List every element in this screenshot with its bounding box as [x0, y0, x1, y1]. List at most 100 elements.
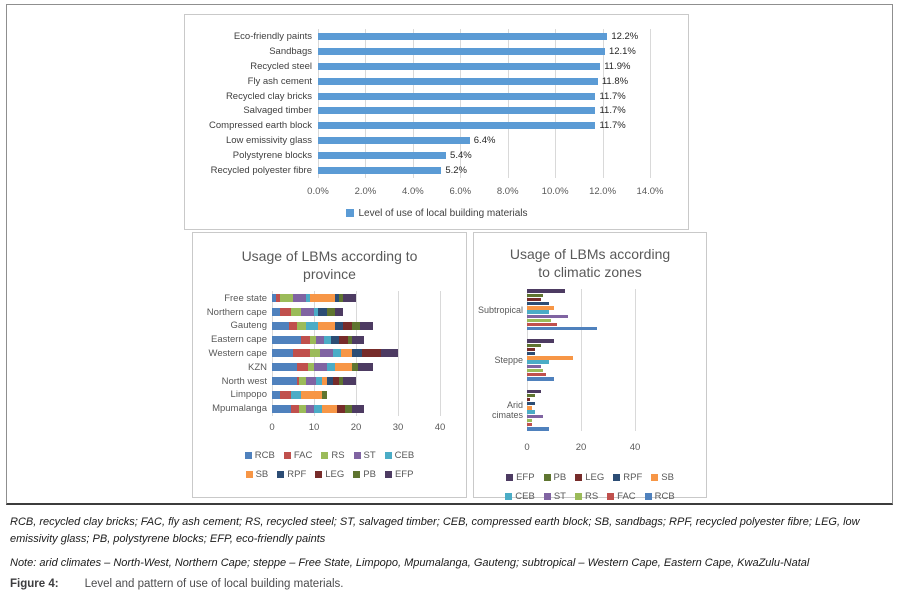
- bar-SB: [527, 306, 554, 310]
- bar-PB: [527, 293, 544, 297]
- legend-swatch: [613, 473, 621, 481]
- legend-swatch: [345, 209, 354, 218]
- legend-label: EFP: [516, 471, 535, 483]
- bar-PB: [527, 343, 541, 348]
- bar-segment-CEB: [316, 377, 323, 386]
- category-label: Polystyrene blocks: [232, 150, 312, 162]
- bar-segment-FAC: [301, 335, 310, 344]
- bar-LEG: [527, 397, 530, 402]
- legend-swatch: [384, 470, 392, 478]
- x-axis: 0 20 40: [474, 440, 706, 454]
- climate-chart: Subtropical Steppe Arid cimates 0 20 40 EFP PB L…: [474, 289, 706, 502]
- bar-CEB: [527, 310, 549, 314]
- legend-row: SB RPF LEG PB EFP: [245, 469, 413, 480]
- legend-item-RCB: RCB: [644, 490, 675, 502]
- bar-segment-CEB: [313, 308, 319, 317]
- legend-swatch: [283, 451, 291, 459]
- bar-segment-CEB: [313, 404, 323, 413]
- legend-item-PB: PB: [543, 472, 566, 483]
- gridline: [507, 29, 509, 178]
- bar-segment-FAC: [297, 377, 300, 386]
- bar-row: Recycled polyester fibre 5.2%: [185, 163, 688, 178]
- legend-item-LEG: LEG: [575, 472, 604, 483]
- legend-label: RPF: [623, 471, 643, 483]
- category-label: Gauteng: [230, 320, 267, 332]
- legend-swatch: [506, 473, 514, 481]
- bar-segment-ST: [320, 349, 333, 358]
- level-of-use-chart-panel: Eco-friendly paints 12.2% Sandbags 12.1% Rec…: [184, 14, 689, 230]
- bar-segment-PB: [339, 294, 344, 303]
- legend-swatch: [353, 451, 361, 459]
- bar-LEG: [527, 297, 541, 302]
- bar-segment-LEG: [362, 349, 382, 358]
- stacked-bar: [272, 335, 365, 344]
- axis-tick-label: 6.0%: [449, 185, 472, 197]
- bar-row: KZN: [193, 360, 466, 374]
- bar-track: 11.7%: [318, 105, 688, 116]
- bar-segment-RS: [309, 335, 317, 344]
- legend-item-CEB: CEB: [384, 450, 414, 461]
- x-axis: 0.0% 2.0% 4.0% 6.0% 8.0% 10.0% 12.0% 14.0%: [185, 184, 688, 198]
- axis-tick-label: 12.0%: [589, 185, 617, 197]
- gridline: [602, 29, 604, 178]
- bar-EFP: [527, 339, 554, 343]
- value-label: 11.9%: [604, 60, 631, 72]
- bar-segment-EFP: [351, 404, 365, 413]
- bar-ST: [527, 364, 541, 368]
- value-label: 11.7%: [599, 120, 626, 132]
- bar: [318, 137, 470, 145]
- bar-segment-CEB: [305, 321, 319, 330]
- bar-segment-ST: [292, 294, 306, 303]
- bar-RPF: [527, 352, 536, 356]
- stacked-bar: [272, 363, 373, 372]
- bar-track: 11.7%: [318, 91, 688, 102]
- bar-CEB: [527, 360, 549, 364]
- gridline: [460, 29, 462, 178]
- legend-label: SB: [661, 471, 674, 483]
- category-label: Limpopo: [230, 389, 267, 401]
- bar-segment-SB: [301, 390, 323, 399]
- bar-segment-RCB: [272, 349, 293, 358]
- legend-swatch: [321, 451, 329, 459]
- category-label: Northern cape: [206, 306, 267, 318]
- caption-abbreviations: RCB, recycled clay bricks; FAC, fly ash …: [10, 516, 860, 546]
- bar-segment-RCB: [272, 294, 277, 303]
- bar-RPF: [527, 402, 536, 406]
- bar-row: Salvaged timber 11.7%: [185, 103, 688, 118]
- category-label: Free state: [224, 292, 267, 304]
- bar-segment-EFP: [334, 308, 344, 317]
- bar-segment-FAC: [297, 363, 308, 372]
- bar-FAC: [527, 372, 546, 377]
- stacked-bar: [272, 390, 327, 399]
- bar-FAC: [527, 322, 557, 327]
- bar-ST: [527, 414, 544, 419]
- category-label: Eastern cape: [211, 334, 267, 346]
- bar-segment-RS: [299, 377, 306, 386]
- category-label: Mpumalanga: [212, 403, 267, 415]
- legend-item-RS: RS: [574, 491, 598, 502]
- bar-group: Arid cimates: [474, 389, 706, 431]
- bar: [318, 47, 605, 55]
- legend-label: CEB: [515, 490, 535, 502]
- bar-row: Eastern cape: [193, 333, 466, 347]
- gridline: [398, 291, 399, 416]
- legend-item-LEG: LEG: [315, 469, 344, 480]
- bar-SB: [527, 356, 573, 360]
- bar-segment-RS: [297, 321, 306, 330]
- bar-PB: [527, 393, 536, 398]
- legend-label: RCB: [654, 490, 675, 502]
- axis-tick-label: 10.0%: [541, 185, 569, 197]
- legend-swatch: [277, 470, 285, 478]
- legend-label: FAC: [617, 490, 636, 502]
- legend-label: LEG: [325, 468, 345, 480]
- legend-row: EFP PB LEG RPF SB: [506, 472, 674, 483]
- gridline: [318, 29, 319, 178]
- figure-title-text: Level and pattern of use of local buildi…: [84, 578, 344, 590]
- bar-segment-SB: [322, 377, 327, 386]
- bar-segment-ST: [305, 404, 314, 413]
- axis-tick-label: 2.0%: [354, 185, 377, 197]
- level-of-use-chart: Eco-friendly paints 12.2% Sandbags 12.1% Rec…: [185, 29, 688, 219]
- bar-segment-LEG: [337, 404, 346, 413]
- legend-item-RPF: RPF: [613, 472, 642, 483]
- bar-RCB: [527, 427, 549, 431]
